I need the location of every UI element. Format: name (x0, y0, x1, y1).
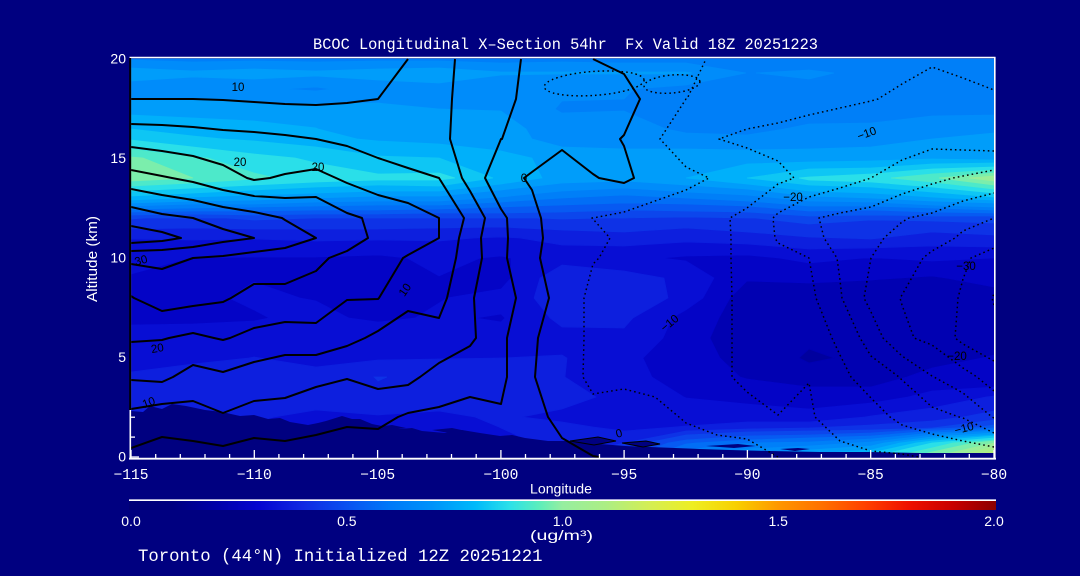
svg-text:(ug/m³): (ug/m³) (530, 527, 593, 543)
svg-text:0.5: 0.5 (337, 513, 357, 529)
svg-text:1.5: 1.5 (768, 513, 788, 529)
svg-text:10: 10 (110, 250, 126, 266)
svg-text:Altitude (km): Altitude (km) (85, 216, 101, 302)
svg-text:−20: −20 (947, 351, 967, 363)
svg-text:20: 20 (110, 51, 126, 67)
svg-text:−90: −90 (734, 468, 760, 484)
svg-text:20: 20 (312, 162, 325, 174)
svg-text:−85: −85 (858, 468, 884, 484)
svg-text:2.0: 2.0 (984, 513, 1004, 529)
svg-text:5: 5 (118, 349, 126, 365)
svg-text:−10: −10 (953, 421, 975, 438)
svg-text:Longitude: Longitude (530, 481, 592, 497)
svg-text:15: 15 (110, 150, 126, 166)
svg-text:−80: −80 (981, 468, 1007, 484)
svg-text:0.0: 0.0 (121, 513, 141, 529)
svg-text:−110: −110 (237, 468, 272, 484)
svg-text:−100: −100 (483, 468, 518, 484)
svg-text:−95: −95 (611, 468, 637, 484)
svg-text:1.0: 1.0 (553, 513, 573, 529)
svg-text:0: 0 (118, 449, 126, 465)
svg-text:−20: −20 (783, 192, 803, 204)
svg-text:BCOC Longitudinal X–Section 54: BCOC Longitudinal X–Section 54hr Fx Vali… (313, 36, 818, 54)
svg-text:−105: −105 (360, 468, 395, 484)
svg-text:Toronto (44°N) Initialized 12Z: Toronto (44°N) Initialized 12Z 20251221 (138, 548, 542, 567)
svg-text:−30: −30 (956, 261, 976, 273)
svg-text:−115: −115 (113, 468, 148, 484)
svg-text:30: 30 (133, 254, 148, 269)
svg-text:10: 10 (232, 82, 245, 94)
svg-text:0: 0 (521, 173, 527, 185)
svg-text:0: 0 (615, 427, 624, 440)
svg-text:20: 20 (234, 157, 247, 169)
svg-text:10: 10 (141, 395, 157, 411)
svg-text:20: 20 (150, 342, 165, 356)
